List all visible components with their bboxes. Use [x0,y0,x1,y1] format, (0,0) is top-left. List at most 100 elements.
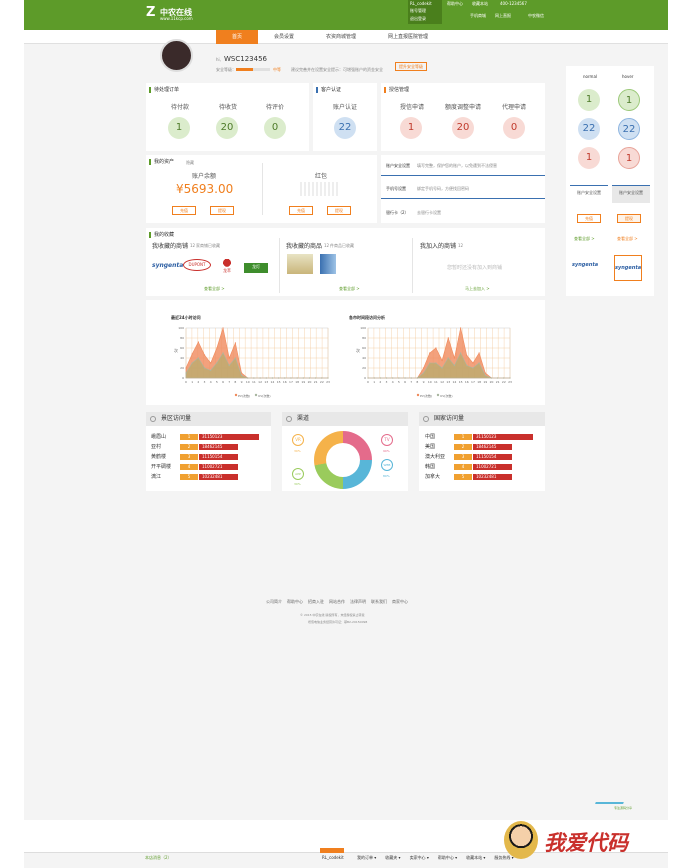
recharge-button[interactable]: 充值 [172,206,196,215]
avatar[interactable] [160,39,193,72]
fav-goods-more-link[interactable]: 查看全部 > [339,286,360,291]
security-label: 安全等级： [216,67,236,72]
security-row-bank[interactable]: 银行卡（2） 去银行卡设置 [381,202,545,223]
balance-value: ¥5693.00 [176,182,234,196]
country-row-name: 中国 [425,434,436,440]
demo-green-hover[interactable]: 1 [618,89,640,111]
footer-link[interactable]: 公司简介 [266,599,282,604]
demo-brand-normal[interactable]: syngenta [572,262,599,268]
footer-link[interactable]: 法律声明 [350,599,366,604]
chart-x-tick: 1 [373,380,375,384]
brand-dupont[interactable]: DUPONT [183,259,211,271]
account-menu-logout[interactable]: 退出登录 [410,16,426,21]
account-dropdown[interactable]: RL_codekit 账号管理 退出登录 [408,0,442,24]
chart-point [484,372,486,374]
fav-joined-more-link[interactable]: 马上去加入 > [465,286,490,291]
security-row-phone[interactable]: 手机号设置 绑定手机号码，方便找回密码 [381,178,545,199]
footer-link[interactable]: 帮助中心 [287,599,303,604]
brand-longdeng[interactable]: 龙灯 [244,255,268,273]
site-logo[interactable]: Z 中农在线 www.11kcp.com [146,5,193,21]
withdraw-button[interactable]: 提现 [210,206,234,215]
bottom-nav-item[interactable]: 卖家中心 ▾ [409,855,429,860]
demo-blue-hover[interactable]: 22 [618,118,640,140]
chart-point [478,362,480,364]
orders-title: 待处理订单 [149,87,179,93]
bottom-nav-item[interactable]: 我的订单 ▾ [357,855,377,860]
redpack-withdraw-button[interactable]: 提现 [327,206,351,215]
fav-goods-image-1[interactable] [287,254,313,274]
demo-recharge-normal[interactable]: 充值 [577,214,601,223]
fav-goods-image-2[interactable] [320,254,336,274]
chart-x-tick: 19 [483,380,487,384]
menu-shop-manage[interactable]: 农资商城管理 [325,34,356,40]
bottom-toolbar [24,852,668,868]
chart-x-tick: 3 [204,380,206,384]
bottom-account[interactable]: RL_codekit [322,855,344,860]
footer-link[interactable]: 招商入驻 [308,599,324,604]
bottom-nav-item[interactable]: 收藏夹 ▾ [385,855,401,860]
assets-title: 我的资产 [149,159,174,165]
bottom-toolbar-tab[interactable] [320,848,344,853]
bottom-nav-item[interactable]: 服务热线 ▾ [494,855,514,860]
chart-point [185,367,187,369]
demo-security-hover[interactable]: 账户安全设置 [612,185,650,203]
footer-link[interactable]: 联系我们 [371,599,387,604]
nav-mobile-shop[interactable]: 手机商城 [470,13,486,18]
chart-point [460,327,462,329]
footer-link[interactable]: 网站合作 [329,599,345,604]
menu-report-manage[interactable]: 网上直报医院管理 [387,34,428,40]
redpack-recharge-button[interactable]: 充值 [289,206,313,215]
demo-pink-hover[interactable]: 1 [618,147,640,169]
scenic-row-value: 31150123 [199,434,259,440]
chart-x-tick: 17 [289,380,293,384]
demo-more-normal[interactable]: 查看全部 > [574,236,595,241]
scenic-row-name: 开平碉楼 [151,464,172,470]
assets-hide-toggle[interactable]: 隐藏 [186,160,194,165]
demo-brand-hover[interactable]: syngenta [614,255,642,281]
order-unpaid-label: 待付款 [170,104,189,111]
demo-blue-normal[interactable]: 22 [578,118,600,140]
chart-legend-swatch [416,393,420,397]
credit-agent-label: 代理申请 [501,104,526,111]
order-unreceived-count[interactable]: 20 [216,117,238,139]
scenic-row-value: 11002721 [199,464,238,470]
scenic-row-value: 11150154 [199,454,238,460]
chart-x-tick: 19 [301,380,305,384]
chart-point [398,377,400,379]
nav-wechat[interactable]: 中农微信 [528,13,544,18]
upgrade-security-button[interactable]: 提升安全等级 [395,62,427,71]
order-unpaid-count[interactable]: 1 [168,117,190,139]
bottom-nav-item[interactable]: 收藏本站 ▾ [466,855,486,860]
demo-pink-normal[interactable]: 1 [578,147,600,169]
demo-green-normal[interactable]: 1 [578,89,600,111]
bottom-messages[interactable]: 本店消息（2） [145,855,172,860]
credit-agent-count[interactable]: 0 [503,117,525,139]
chart-x-tick: 5 [216,380,218,384]
security-row-account[interactable]: 账户安全设置 填写完整，保护您的账户，以免遭到不法侵害 [381,155,545,176]
credit-apply-count[interactable]: 1 [400,117,422,139]
chart-point [290,377,292,379]
credit-adjust-count[interactable]: 20 [452,117,474,139]
account-menu-manage[interactable]: 账号管理 [410,8,426,13]
nav-help[interactable]: 帮助中心 [447,1,463,6]
demo-withdraw-hover[interactable]: 提现 [617,214,641,223]
demo-more-hover[interactable]: 查看全部 > [617,236,638,241]
auth-count[interactable]: 22 [334,117,356,139]
nav-report[interactable]: 网上直报 [495,13,511,18]
fav-shops-more-link[interactable]: 查看全部 > [204,286,225,291]
brand-syngenta[interactable]: syngenta [152,262,184,269]
chart-point [222,327,224,329]
chart-point [315,377,317,379]
nav-collect[interactable]: 收藏本站 [472,1,488,6]
menu-member-settings[interactable]: 会员设置 [273,34,294,40]
demo-security-normal[interactable]: 账户安全设置 [570,185,608,203]
brand-longcui[interactable]: 龙萃 [218,258,236,274]
user-prefix: hi, [216,57,221,62]
footer-link[interactable]: 商家中心 [392,599,408,604]
chart-x-tick: 7 [410,380,412,384]
order-unrated-count[interactable]: 0 [264,117,286,139]
menu-home[interactable]: 首页 [216,30,258,44]
account-name[interactable]: RL_codekit [410,1,432,6]
bottom-nav-item[interactable]: 帮助中心 ▾ [437,855,458,860]
chart-x-tick: 8 [234,380,236,384]
